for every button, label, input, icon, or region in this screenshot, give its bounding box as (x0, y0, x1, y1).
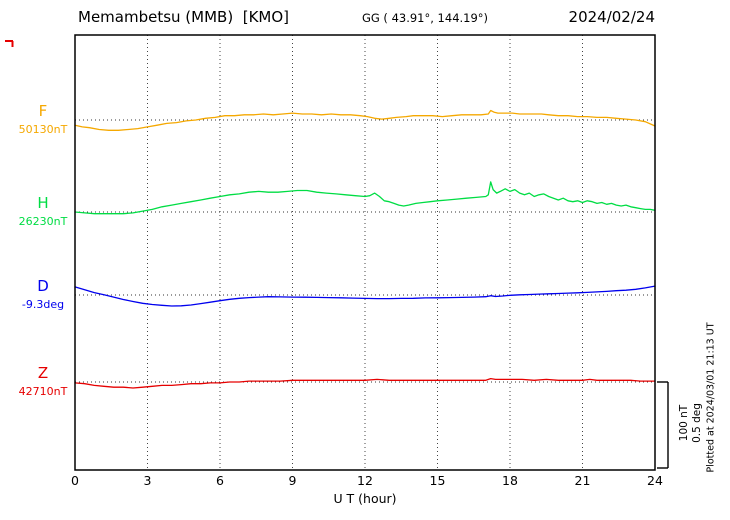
channel-label-H: H 26230nT (14, 195, 72, 228)
trace-H (74, 181, 656, 215)
trace-F (74, 109, 656, 131)
plot-date: 2024/02/24 (568, 8, 655, 26)
plot-frame (74, 34, 656, 471)
scale-bar-deg-label: 0.5 deg (691, 403, 703, 443)
channel-label-Z: Z 42710nT (14, 365, 72, 398)
geographic-coordinates: GG ( 43.91°, 144.19°) (361, 11, 489, 25)
x-tick-0: 0 (71, 473, 79, 488)
plotted-at-note: Plotted at 2024/03/01 21:13 UT (705, 322, 717, 473)
channel-baseline-Z: 42710nT (18, 385, 68, 398)
trace-Z (74, 377, 656, 389)
x-tick-18: 18 (502, 473, 518, 488)
x-tick-3: 3 (143, 473, 152, 488)
channel-baseline-H: 26230nT (18, 215, 68, 228)
channel-label-F: F 50130nT (14, 103, 72, 136)
x-tick-21: 21 (574, 473, 591, 488)
x-tick-12: 12 (357, 473, 373, 488)
trace-D (74, 285, 656, 307)
x-tick-24: 24 (647, 473, 663, 488)
channel-baseline-F: 50130nT (18, 123, 68, 136)
channel-name-D: D (37, 277, 49, 295)
x-tick-6: 6 (216, 473, 224, 488)
channel-baseline-D: -9.3deg (21, 298, 65, 311)
x-axis-label: U T (hour) (333, 491, 397, 506)
station-title: Memambetsu (MMB) [KMO] (78, 8, 290, 26)
x-tick-15: 15 (429, 473, 446, 488)
channel-name-F: F (38, 102, 48, 120)
x-tick-9: 9 (288, 473, 297, 488)
channel-name-Z: Z (37, 364, 49, 382)
channel-label-D: D -9.3deg (14, 278, 72, 311)
scale-bar-nt-label: 100 nT (678, 404, 690, 442)
red-corner-mark (5, 40, 14, 47)
channel-name-H: H (37, 194, 49, 212)
